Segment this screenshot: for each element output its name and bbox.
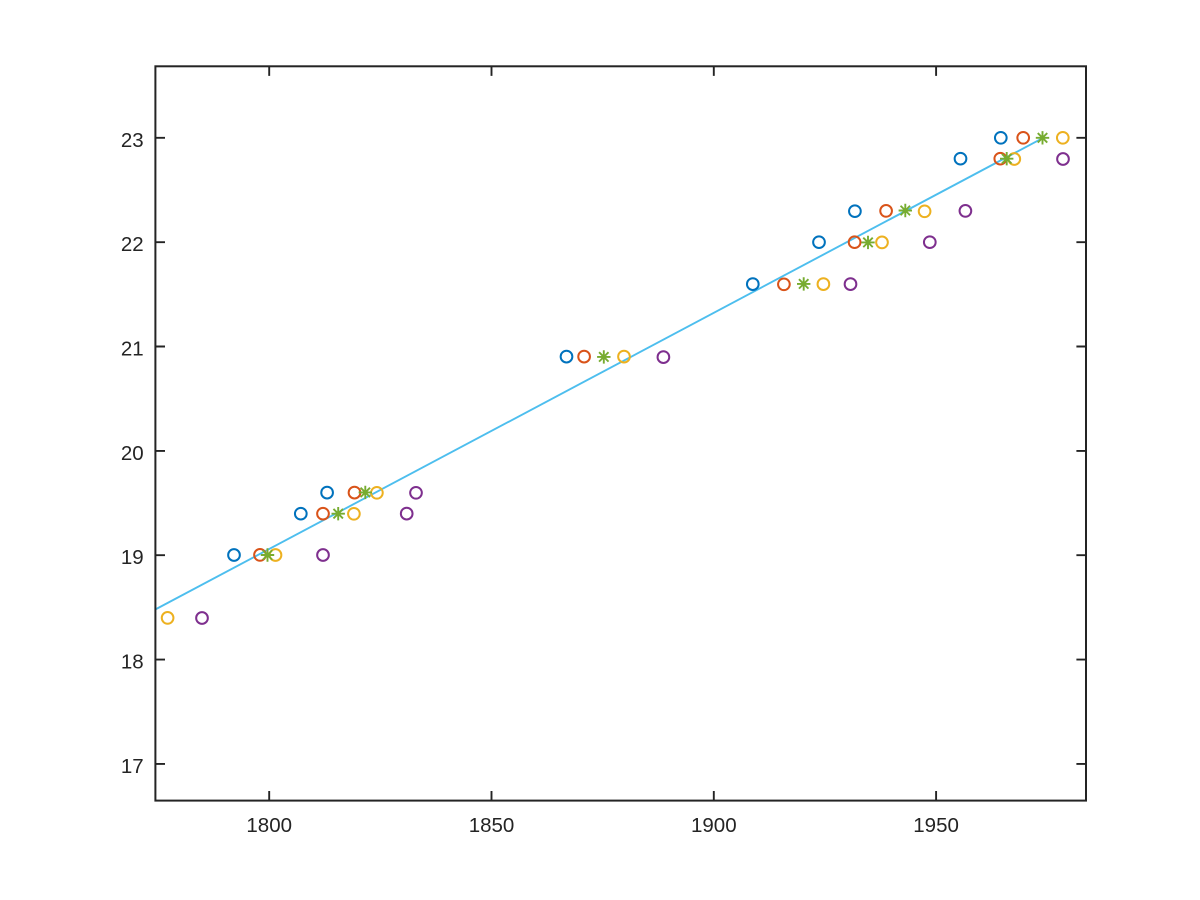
svg-text:19: 19 [121, 546, 144, 569]
svg-text:20: 20 [121, 442, 144, 465]
svg-text:1800: 1800 [246, 814, 292, 837]
svg-text:1850: 1850 [469, 814, 515, 837]
svg-text:1900: 1900 [691, 814, 737, 837]
svg-text:22: 22 [121, 233, 144, 256]
svg-text:21: 21 [121, 338, 144, 361]
svg-text:1950: 1950 [913, 814, 959, 837]
svg-text:23: 23 [121, 129, 144, 152]
svg-text:18: 18 [121, 651, 144, 674]
svg-text:17: 17 [121, 755, 144, 778]
